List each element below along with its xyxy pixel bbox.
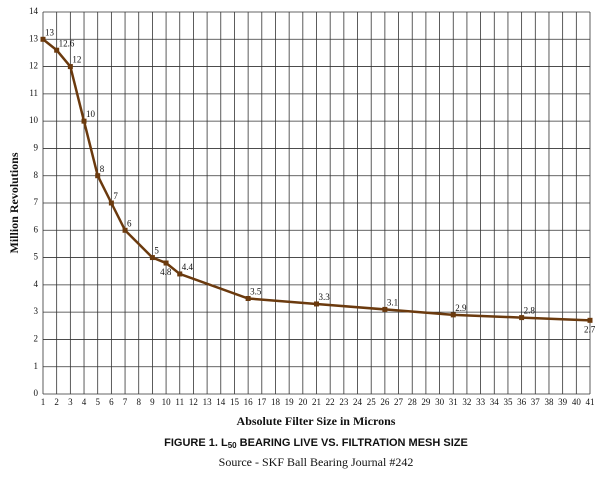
- data-point: [587, 317, 593, 323]
- x-tick-label: 25: [367, 397, 377, 407]
- data-point: [122, 227, 128, 233]
- x-tick-label: 10: [162, 397, 172, 407]
- x-axis-label: Absolute Filter Size in Microns: [237, 414, 396, 428]
- y-tick-label: 10: [29, 115, 39, 125]
- x-tick-label: 7: [123, 397, 128, 407]
- data-point: [95, 173, 101, 179]
- x-tick-label: 40: [572, 397, 582, 407]
- y-tick-label: 13: [29, 33, 39, 43]
- x-tick-label: 20: [298, 397, 308, 407]
- y-tick-label: 4: [34, 279, 39, 289]
- x-tick-label: 13: [203, 397, 213, 407]
- y-tick-label: 7: [34, 197, 39, 207]
- data-label: 10: [86, 109, 96, 119]
- x-tick-label: 5: [95, 397, 100, 407]
- x-tick-label: 23: [339, 397, 349, 407]
- data-label: 7: [113, 191, 118, 201]
- x-tick-label: 39: [558, 397, 568, 407]
- x-tick-label: 8: [136, 397, 141, 407]
- x-tick-label: 24: [353, 397, 363, 407]
- data-label: 4.4: [182, 262, 194, 272]
- data-label: 2.8: [524, 306, 536, 316]
- data-point: [108, 200, 114, 206]
- data-label: 12.6: [59, 38, 75, 48]
- data-point: [40, 36, 46, 42]
- x-tick-label: 21: [312, 397, 321, 407]
- y-tick-label: 3: [34, 306, 39, 316]
- x-tick-label: 16: [244, 397, 254, 407]
- x-tick-label: 6: [109, 397, 114, 407]
- data-label: 5: [154, 246, 159, 256]
- x-tick-label: 30: [435, 397, 445, 407]
- data-point: [382, 306, 388, 312]
- x-tick-label: 27: [394, 397, 404, 407]
- x-tick-label: 31: [449, 397, 458, 407]
- x-tick-label: 12: [189, 397, 198, 407]
- x-tick-label: 2: [54, 397, 59, 407]
- x-tick-label: 15: [230, 397, 240, 407]
- data-label: 8: [100, 164, 105, 174]
- title-prefix: FIGURE 1. L: [164, 437, 228, 449]
- y-tick-label: 2: [34, 333, 39, 343]
- x-tick-label: 11: [175, 397, 184, 407]
- x-tick-label: 41: [586, 397, 595, 407]
- data-line: [42, 38, 591, 322]
- data-label: 3.5: [250, 287, 262, 297]
- y-tick-label: 12: [29, 61, 38, 71]
- data-label: 2.9: [455, 303, 467, 313]
- data-label: 3.1: [387, 297, 398, 307]
- x-tick-label: 4: [82, 397, 87, 407]
- data-point: [149, 255, 155, 261]
- y-tick-label: 8: [34, 170, 39, 180]
- x-tick-label: 28: [408, 397, 418, 407]
- y-axis-label: Million Revolutions: [7, 152, 21, 253]
- x-tick-label: 18: [271, 397, 281, 407]
- data-point: [81, 118, 87, 124]
- x-tick-label: 9: [150, 397, 155, 407]
- title-subscript: 50: [228, 441, 237, 450]
- x-tick-label: 34: [490, 397, 500, 407]
- x-tick-label: 22: [326, 397, 335, 407]
- x-tick-label: 29: [421, 397, 431, 407]
- title-suffix: BEARING LIVE VS. FILTRATION MESH SIZE: [237, 437, 468, 449]
- x-tick-label: 35: [503, 397, 513, 407]
- data-point: [163, 260, 169, 266]
- data-label: 12: [72, 55, 81, 65]
- data-point: [450, 312, 456, 318]
- x-tick-label: 38: [544, 397, 554, 407]
- x-tick-label: 19: [285, 397, 295, 407]
- data-point: [314, 301, 319, 307]
- data-point: [177, 271, 183, 277]
- data-label: 13: [45, 27, 55, 37]
- y-tick-label: 1: [34, 361, 39, 371]
- x-tick-label: 32: [462, 397, 471, 407]
- data-label: 6: [127, 218, 132, 228]
- y-tick-label: 6: [34, 224, 39, 234]
- y-tick-label: 0: [34, 388, 39, 398]
- x-tick-label: 36: [517, 397, 527, 407]
- data-point: [519, 315, 525, 321]
- y-tick-label: 14: [29, 6, 39, 16]
- x-tick-label: 14: [216, 397, 226, 407]
- x-tick-label: 37: [531, 397, 541, 407]
- x-tick-label: 1: [41, 397, 46, 407]
- data-label: 2.7: [584, 324, 596, 334]
- x-tick-label: 17: [257, 397, 267, 407]
- data-label: 3.3: [319, 292, 331, 302]
- data-point: [245, 296, 251, 301]
- data-point: [67, 64, 73, 70]
- x-tick-label: 26: [380, 397, 390, 407]
- y-tick-label: 5: [34, 252, 39, 262]
- figure-title: FIGURE 1. L50 BEARING LIVE VS. FILTRATIO…: [164, 437, 468, 450]
- subtitle: Source - SKF Ball Bearing Journal #242: [219, 455, 414, 469]
- y-tick-label: 11: [29, 88, 38, 98]
- x-tick-label: 3: [68, 397, 73, 407]
- data-label: 4.8: [160, 267, 172, 277]
- y-tick-label: 9: [34, 142, 39, 152]
- data-point: [54, 47, 60, 53]
- x-tick-label: 33: [476, 397, 486, 407]
